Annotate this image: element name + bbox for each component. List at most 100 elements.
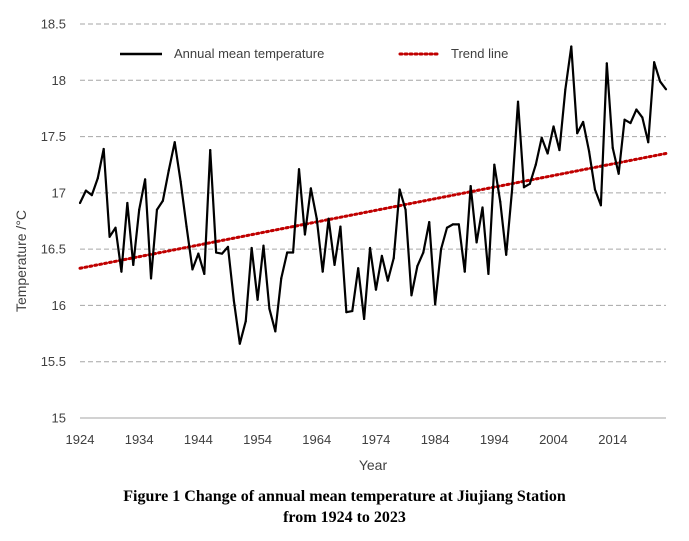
data-point — [357, 267, 360, 270]
data-point — [481, 206, 484, 209]
data-point — [469, 185, 472, 188]
data-point — [232, 299, 235, 303]
x-tick-label: 1924 — [66, 432, 95, 447]
data-point — [457, 223, 460, 226]
y-tick-label: 15.5 — [41, 354, 66, 369]
data-point — [510, 188, 514, 191]
trend-line — [78, 151, 668, 270]
data-point — [374, 288, 378, 291]
data-point — [534, 163, 537, 166]
grid-lines — [80, 23, 666, 363]
data-point — [209, 148, 212, 152]
legend-label-trend: Trend line — [451, 46, 508, 61]
x-tick-label: 1944 — [184, 432, 213, 447]
y-tick-label: 18.5 — [41, 17, 66, 32]
x-tick-label: 1934 — [125, 432, 154, 447]
data-point — [161, 199, 164, 202]
data-point — [226, 245, 230, 248]
data-point — [439, 248, 443, 251]
x-axis-title: Year — [359, 457, 388, 473]
y-tick-label: 18 — [52, 73, 66, 88]
data-point — [179, 180, 182, 183]
x-tick-label: 1994 — [480, 432, 509, 447]
data-point — [238, 342, 241, 345]
y-tick-label: 17 — [52, 185, 66, 200]
data-point — [256, 298, 259, 301]
data-point — [167, 169, 170, 172]
data-point — [138, 208, 141, 211]
data-point — [593, 188, 597, 191]
legend: Annual mean temperature Trend line — [108, 42, 530, 66]
data-point — [155, 208, 159, 211]
data-point — [416, 264, 419, 268]
data-point — [345, 311, 348, 314]
y-tick-label: 15 — [52, 411, 66, 426]
data-point — [522, 186, 526, 189]
y-tick-label: 16 — [52, 298, 66, 313]
data-point — [493, 163, 496, 166]
data-point — [422, 251, 425, 254]
data-point — [582, 120, 585, 124]
figure-caption: Figure 1 Change of annual mean temperatu… — [0, 486, 689, 528]
data-point — [434, 303, 437, 306]
data-point — [623, 118, 626, 121]
data-point — [351, 309, 354, 313]
annual-mean-temperature-line — [79, 45, 667, 345]
data-point — [410, 294, 413, 297]
data-point — [327, 217, 330, 220]
x-tick-label: 1974 — [361, 432, 390, 447]
data-point — [286, 251, 289, 254]
data-point — [203, 272, 206, 276]
data-point — [173, 141, 176, 144]
data-point — [587, 150, 591, 153]
data-point — [297, 168, 301, 171]
legend-label-series: Annual mean temperature — [174, 46, 324, 61]
data-point — [102, 147, 105, 151]
data-point — [291, 251, 295, 254]
data-point — [428, 221, 431, 224]
data-point — [576, 132, 579, 135]
data-point — [280, 277, 283, 280]
data-point — [197, 252, 200, 255]
data-point — [114, 226, 117, 229]
y-tick-labels: 15 15.5 16 16.5 17 17.5 18 18.5 — [41, 17, 66, 426]
data-point — [78, 201, 82, 205]
data-point — [84, 189, 88, 192]
data-point — [605, 62, 608, 65]
data-point — [664, 88, 668, 91]
data-point — [363, 317, 366, 321]
data-point — [599, 204, 602, 207]
data-point — [653, 61, 656, 64]
data-point — [658, 80, 662, 83]
data-point — [96, 177, 99, 180]
data-point — [108, 235, 111, 238]
temperature-chart: 15 15.5 16 16.5 17 17.5 18 18.5 1924 1934 1944 195… — [13, 17, 668, 473]
data-point — [398, 188, 401, 191]
data-point — [611, 146, 614, 149]
data-point — [641, 116, 644, 119]
x-tick-label: 2004 — [539, 432, 568, 447]
data-point — [570, 45, 573, 48]
data-point — [380, 254, 383, 257]
data-point — [268, 307, 271, 310]
data-point — [499, 200, 502, 203]
data-point — [404, 208, 407, 211]
data-points — [78, 45, 668, 345]
x-tick-label: 1984 — [421, 432, 450, 447]
y-axis-title: Temperature /°C — [13, 210, 29, 312]
data-point — [540, 136, 543, 139]
data-point — [516, 100, 520, 103]
data-point — [629, 121, 632, 125]
y-tick-label: 17.5 — [41, 129, 66, 144]
data-point — [132, 263, 135, 266]
data-point — [505, 253, 508, 256]
data-point — [215, 251, 218, 254]
data-point — [635, 108, 638, 111]
x-tick-label: 2014 — [598, 432, 627, 447]
data-point — [250, 246, 253, 250]
data-point — [191, 268, 194, 271]
data-point — [315, 217, 318, 220]
data-point — [262, 244, 265, 247]
data-point — [321, 270, 324, 273]
data-point — [90, 194, 93, 197]
